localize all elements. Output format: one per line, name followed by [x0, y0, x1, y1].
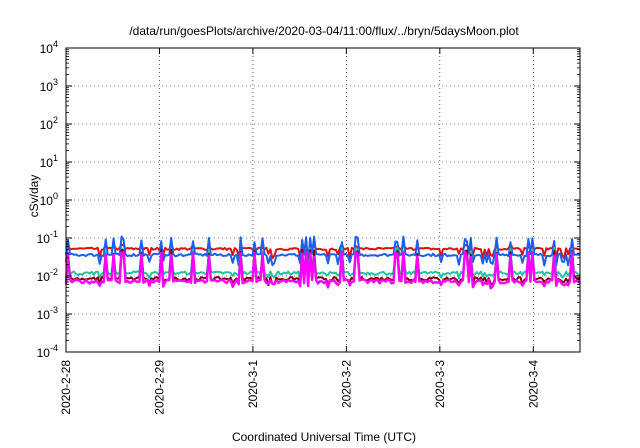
x-tick-label: 2020-2-28 [59, 360, 73, 415]
series-line [64, 250, 581, 290]
y-axis-label: cSv/day [27, 175, 41, 218]
y-tick-label: 104 [40, 39, 58, 56]
x-tick-label: 2020-3-1 [246, 360, 260, 408]
x-tick-label: 2020-3-4 [526, 360, 540, 408]
grid-lines [65, 48, 580, 352]
y-tick-label: 10-3 [37, 305, 58, 322]
y-tick-label: 10-1 [37, 229, 58, 246]
chart-title: /data/run/goesPlots/archive/2020-03-04/1… [129, 24, 519, 38]
x-tick-labels: 2020-2-28 2020-2-29 2020-3-1 2020-3-2 2020-3… [59, 48, 540, 415]
x-axis-label: Coordinated Universal Time (UTC) [232, 430, 416, 444]
y-tick-label: 100 [40, 191, 58, 208]
series-group [64, 235, 581, 290]
y-tick-label: 10-2 [37, 267, 58, 284]
x-tick-label: 2020-3-2 [339, 360, 353, 408]
series-line [65, 235, 581, 267]
x-tick-label: 2020-2-29 [152, 360, 166, 415]
y-tick-label: 10-4 [37, 343, 58, 360]
y-tick-label: 102 [40, 115, 58, 132]
y-tick-label: 103 [40, 77, 58, 94]
x-tick-label: 2020-3-3 [433, 360, 447, 408]
y-tick-label: 101 [40, 153, 58, 170]
y-tick-labels: 10-4 10-3 10-2 10-1 100 101 102 103 104 [37, 39, 580, 360]
